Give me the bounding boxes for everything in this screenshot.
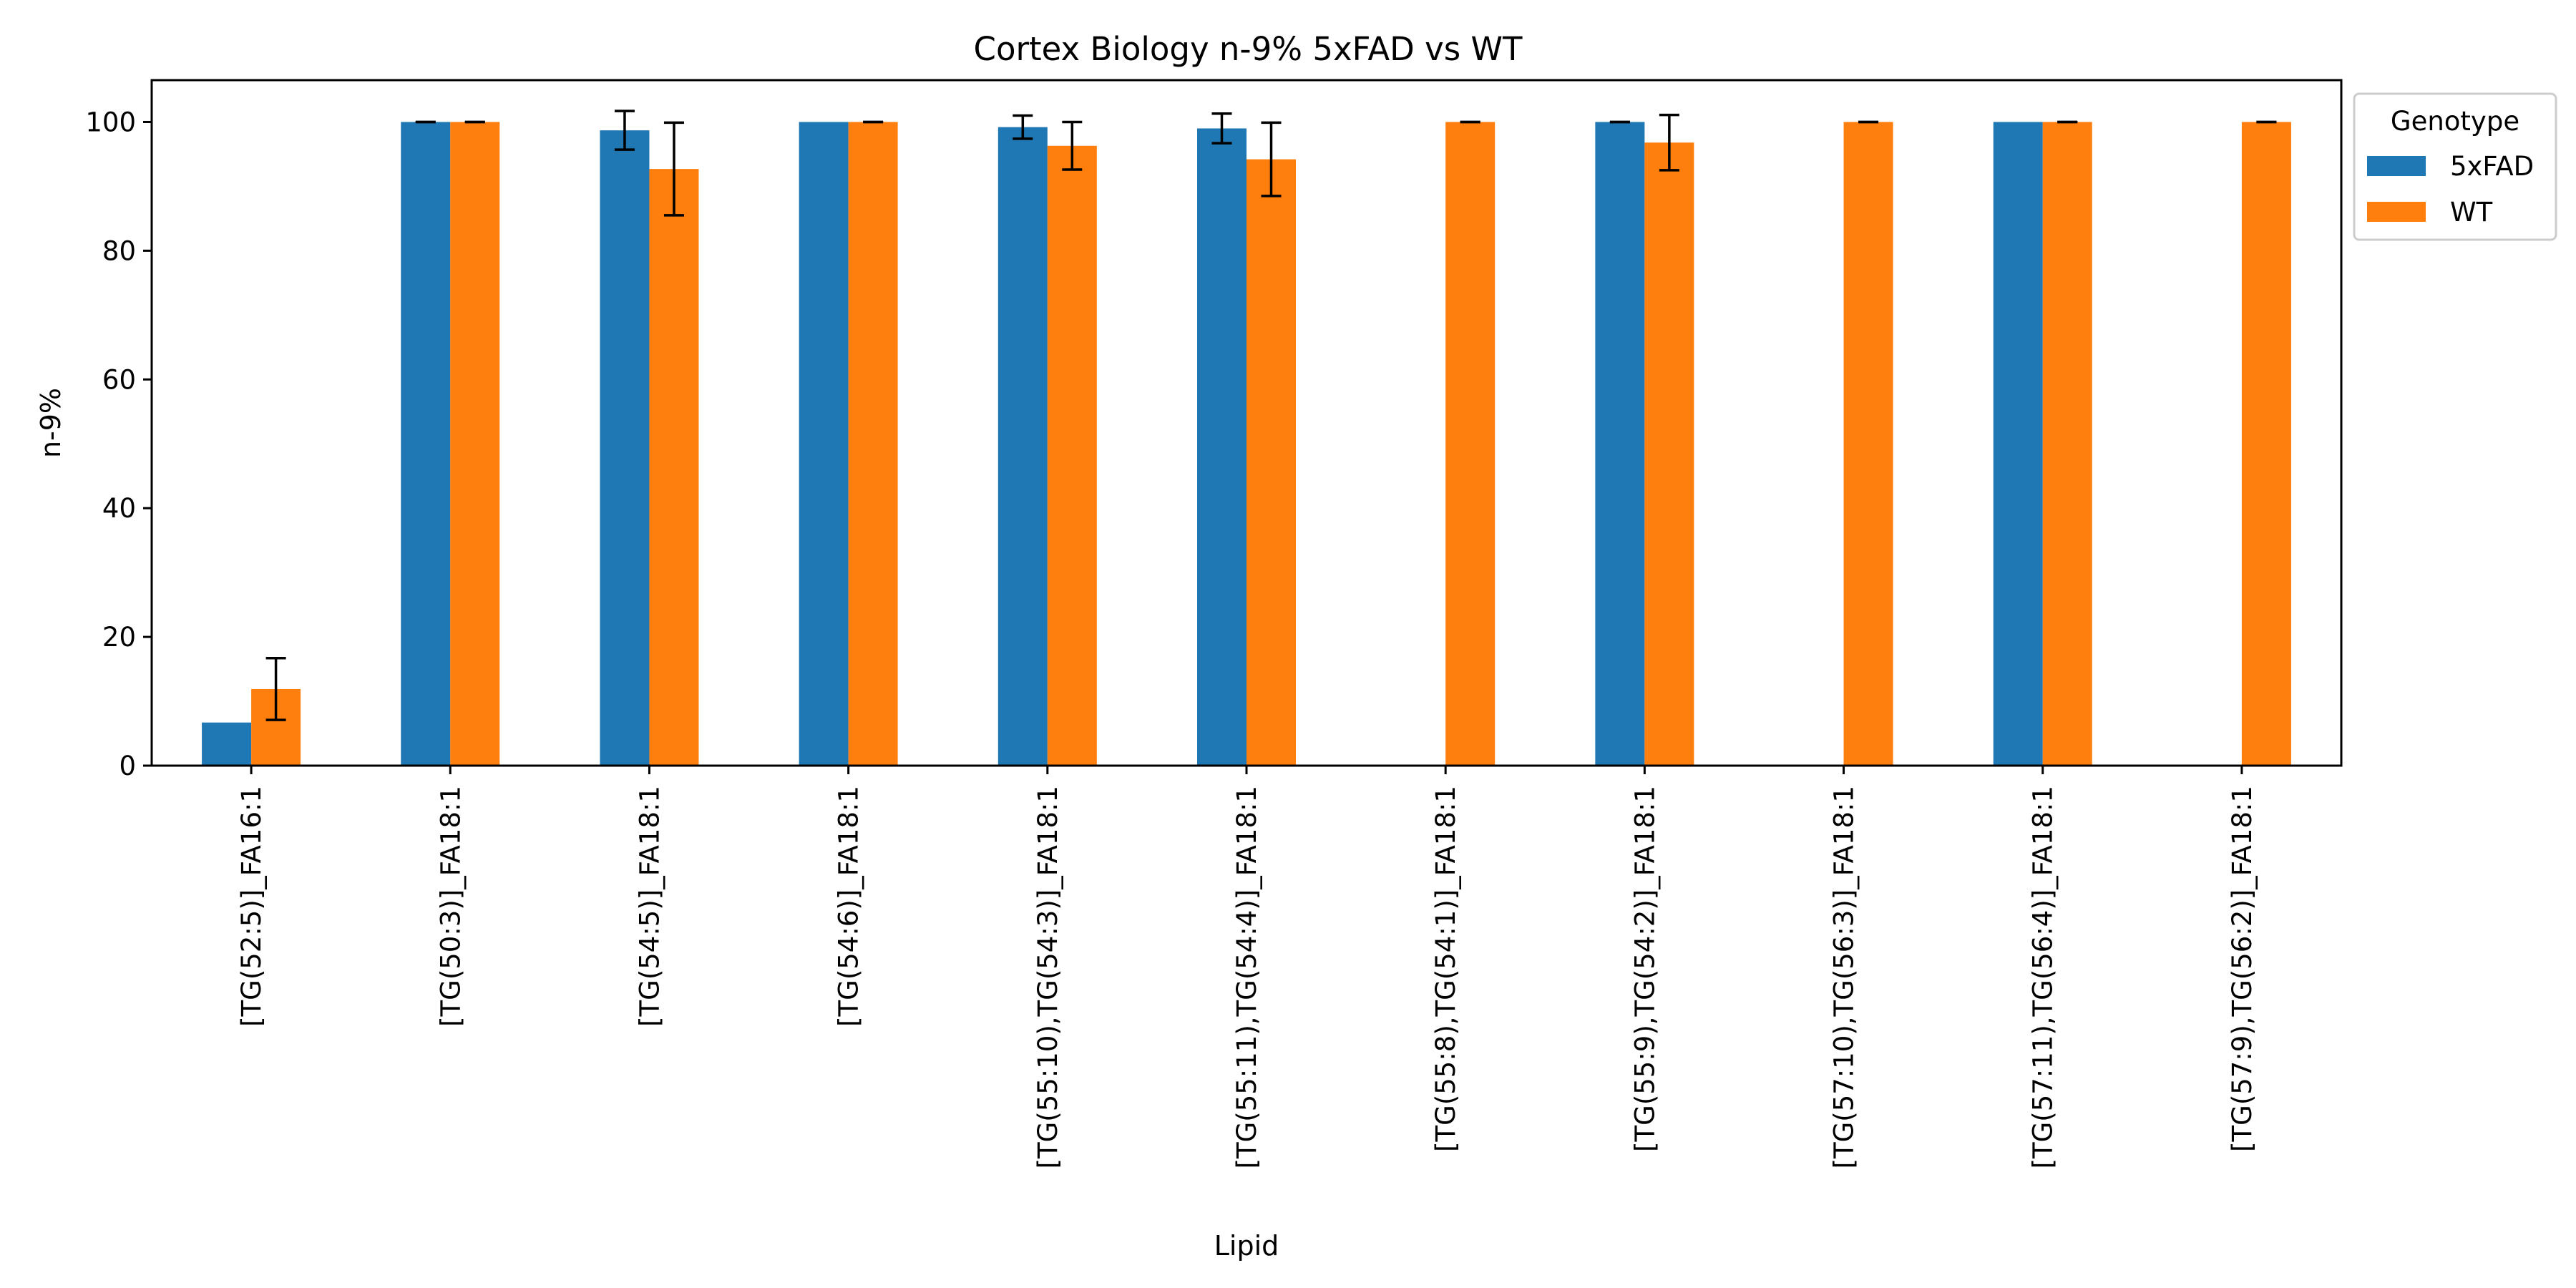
bar-wt xyxy=(1644,142,1694,766)
x-tick-label: [TG(54:6)]_FA18:1 xyxy=(834,786,864,1027)
chart-title: Cortex Biology n-9% 5xFAD vs WT xyxy=(974,30,1523,68)
bars-layer xyxy=(202,122,2291,766)
x-axis-label: Lipid xyxy=(1214,1230,1279,1262)
bar-5xfad xyxy=(799,122,849,766)
y-tick-label: 0 xyxy=(119,751,136,781)
x-tick-label: [TG(54:5)]_FA18:1 xyxy=(634,786,665,1027)
legend-swatch-wt xyxy=(2367,202,2426,222)
bar-wt xyxy=(2241,122,2291,766)
bar-5xfad xyxy=(401,122,451,766)
bar-5xfad xyxy=(600,130,650,766)
x-tick-label: [TG(57:9),TG(56:2)]_FA18:1 xyxy=(2227,786,2258,1152)
x-tick-label: [TG(52:5)]_FA16:1 xyxy=(236,786,267,1027)
bar-wt xyxy=(1246,159,1296,766)
y-tick-label: 60 xyxy=(102,364,136,395)
y-tick-label: 80 xyxy=(102,235,136,266)
x-axis: [TG(52:5)]_FA16:1 [TG(50:3)]_FA18:1 [TG(54… xyxy=(236,766,2258,1169)
bar-5xfad xyxy=(202,722,252,766)
legend-swatch-5xfad xyxy=(2367,156,2426,176)
bar-wt xyxy=(2042,122,2092,766)
bar-wt xyxy=(450,122,500,766)
y-tick-label: 40 xyxy=(102,493,136,524)
x-tick-label: [TG(55:8),TG(54:1)]_FA18:1 xyxy=(1430,786,1461,1152)
y-axis-label: n-9% xyxy=(35,388,67,458)
legend-items: 5xFAD WT xyxy=(2367,151,2534,228)
y-axis: 0 20 40 60 80 100 xyxy=(85,107,152,781)
bar-wt xyxy=(1843,122,1893,766)
x-tick-label: [TG(55:11),TG(54:4)]_FA18:1 xyxy=(1231,786,1262,1169)
bar-5xfad xyxy=(997,127,1048,766)
bar-5xfad xyxy=(1993,122,2043,766)
legend-label-5xfad: 5xFAD xyxy=(2450,151,2534,182)
x-tick-label: [TG(50:3)]_FA18:1 xyxy=(435,786,466,1027)
y-tick-label: 20 xyxy=(102,622,136,653)
x-tick-label: [TG(55:9),TG(54:2)]_FA18:1 xyxy=(1629,786,1660,1152)
x-tick-label: [TG(57:11),TG(56:4)]_FA18:1 xyxy=(2028,786,2059,1169)
legend-title: Genotype xyxy=(2391,106,2519,137)
legend-label-wt: WT xyxy=(2450,197,2493,228)
bar-5xfad xyxy=(1595,122,1645,766)
legend: Genotype 5xFAD WT xyxy=(2353,92,2557,241)
error-bars-layer xyxy=(265,109,2277,721)
bar-wt xyxy=(1047,145,1097,766)
x-tick-label: [TG(55:10),TG(54:3)]_FA18:1 xyxy=(1033,786,1063,1169)
bar-5xfad xyxy=(1197,128,1246,766)
bar-wt xyxy=(649,169,699,766)
y-tick-label: 100 xyxy=(85,107,136,137)
bar-wt xyxy=(848,122,898,766)
bar-wt xyxy=(1445,122,1496,766)
x-tick-label: [TG(57:10),TG(56:3)]_FA18:1 xyxy=(1829,786,1860,1169)
